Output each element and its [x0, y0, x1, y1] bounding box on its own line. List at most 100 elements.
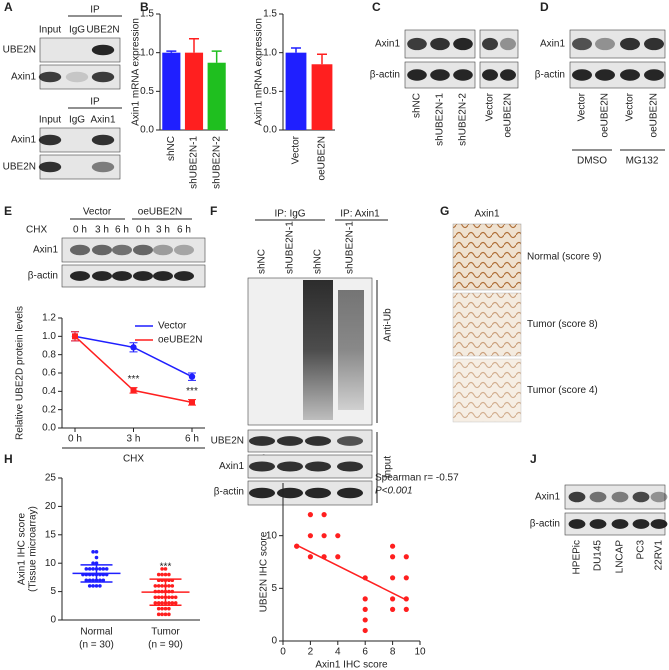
lane-label: Vector	[577, 92, 588, 121]
band	[173, 271, 195, 281]
group-label: IP: Axin1	[340, 209, 380, 220]
side-label: Anti-Ub	[383, 308, 394, 342]
y-tick-label: 25	[45, 473, 57, 484]
band	[611, 491, 629, 503]
y-tick-label: 20	[45, 501, 57, 512]
point	[98, 567, 102, 571]
point	[362, 596, 368, 602]
lane-label: IgG	[69, 115, 85, 126]
point	[167, 584, 171, 588]
band	[407, 37, 427, 51]
y-tick-label: 1.2	[42, 313, 56, 324]
band	[276, 461, 304, 472]
point	[84, 567, 89, 571]
lane-label: shNC	[257, 249, 268, 274]
x-tick-label: (n = 90)	[148, 640, 183, 651]
ip-label: IP	[90, 5, 100, 16]
band	[65, 71, 89, 83]
time-label: 3 h	[95, 225, 109, 236]
point	[160, 595, 164, 600]
point	[160, 572, 164, 577]
point	[87, 584, 92, 588]
point	[170, 595, 175, 600]
point	[156, 572, 161, 577]
point	[94, 555, 99, 560]
y-tick-label: 0.4	[42, 386, 56, 397]
treatment-label: CHX	[26, 225, 47, 236]
point	[160, 584, 164, 588]
band	[132, 271, 154, 281]
point	[98, 584, 102, 588]
error-bar	[189, 37, 199, 53]
y-tick-label: 1.5	[140, 9, 154, 20]
band	[248, 436, 276, 446]
point	[84, 578, 89, 583]
point	[160, 612, 164, 617]
x-tick-label: oeUBE2N	[317, 136, 328, 180]
lane-label: shUBE2N-1	[345, 221, 356, 274]
point	[167, 612, 171, 617]
marker	[130, 344, 137, 351]
row-label: β-actin	[535, 70, 565, 81]
row-label: Axin1	[11, 135, 36, 146]
lane-label: UBE2N	[86, 25, 119, 36]
row-label: UBE2N	[3, 162, 36, 173]
image-caption: Normal (score 9)	[527, 252, 601, 263]
point	[403, 575, 409, 581]
x-tick-label: (n = 30)	[79, 640, 114, 651]
band	[276, 487, 304, 499]
error-bar	[211, 50, 222, 63]
lane-label: Vector	[625, 92, 636, 121]
band	[595, 69, 615, 81]
time-label: 3 h	[156, 225, 170, 236]
band	[568, 519, 586, 529]
x-tick-label: 0 h	[68, 434, 82, 445]
row-label: UBE2N	[211, 436, 244, 447]
point	[321, 533, 327, 539]
point	[156, 606, 161, 611]
band	[407, 69, 427, 81]
bar	[184, 52, 204, 130]
ihc-image	[452, 358, 522, 423]
image-title: Axin1	[474, 209, 499, 220]
point	[362, 627, 368, 634]
annotation: ***	[128, 374, 140, 385]
point	[101, 567, 106, 571]
x-tick-label: 10	[414, 647, 426, 658]
band	[91, 134, 115, 146]
lane-label: oeUBE2N	[503, 93, 514, 137]
band	[38, 71, 62, 83]
error-bar	[166, 50, 177, 53]
panel-letter: H	[4, 452, 13, 466]
x-tick-label: 2	[308, 647, 314, 658]
point	[173, 595, 178, 600]
bar	[311, 64, 333, 130]
band	[650, 491, 668, 503]
band	[572, 69, 592, 81]
group-label: IP: IgG	[274, 209, 305, 220]
point	[335, 533, 341, 539]
annotation: ***	[186, 386, 198, 397]
band	[482, 69, 498, 81]
time-label: 6 h	[115, 225, 129, 236]
panel-letter: A	[4, 0, 13, 14]
x-tick-label: Normal	[80, 627, 112, 638]
point	[390, 554, 396, 560]
row-label: β-actin	[530, 519, 560, 530]
point	[163, 567, 168, 571]
band	[589, 491, 607, 503]
legend-label: Vector	[158, 321, 187, 332]
point	[163, 572, 168, 577]
band	[500, 69, 516, 81]
row-label: β-actin	[370, 70, 400, 81]
band	[173, 244, 195, 256]
smear	[338, 290, 364, 410]
y-tick-label: 0	[50, 615, 56, 626]
band	[69, 244, 91, 256]
y-tick-label: 0.8	[42, 349, 56, 360]
y-axis-label: Relative UBE2D protein levels	[15, 306, 26, 440]
row-label: Axin1	[219, 461, 244, 472]
x-tick-label: shUBE2N-2	[211, 136, 222, 189]
point	[307, 511, 313, 518]
band	[111, 271, 133, 281]
